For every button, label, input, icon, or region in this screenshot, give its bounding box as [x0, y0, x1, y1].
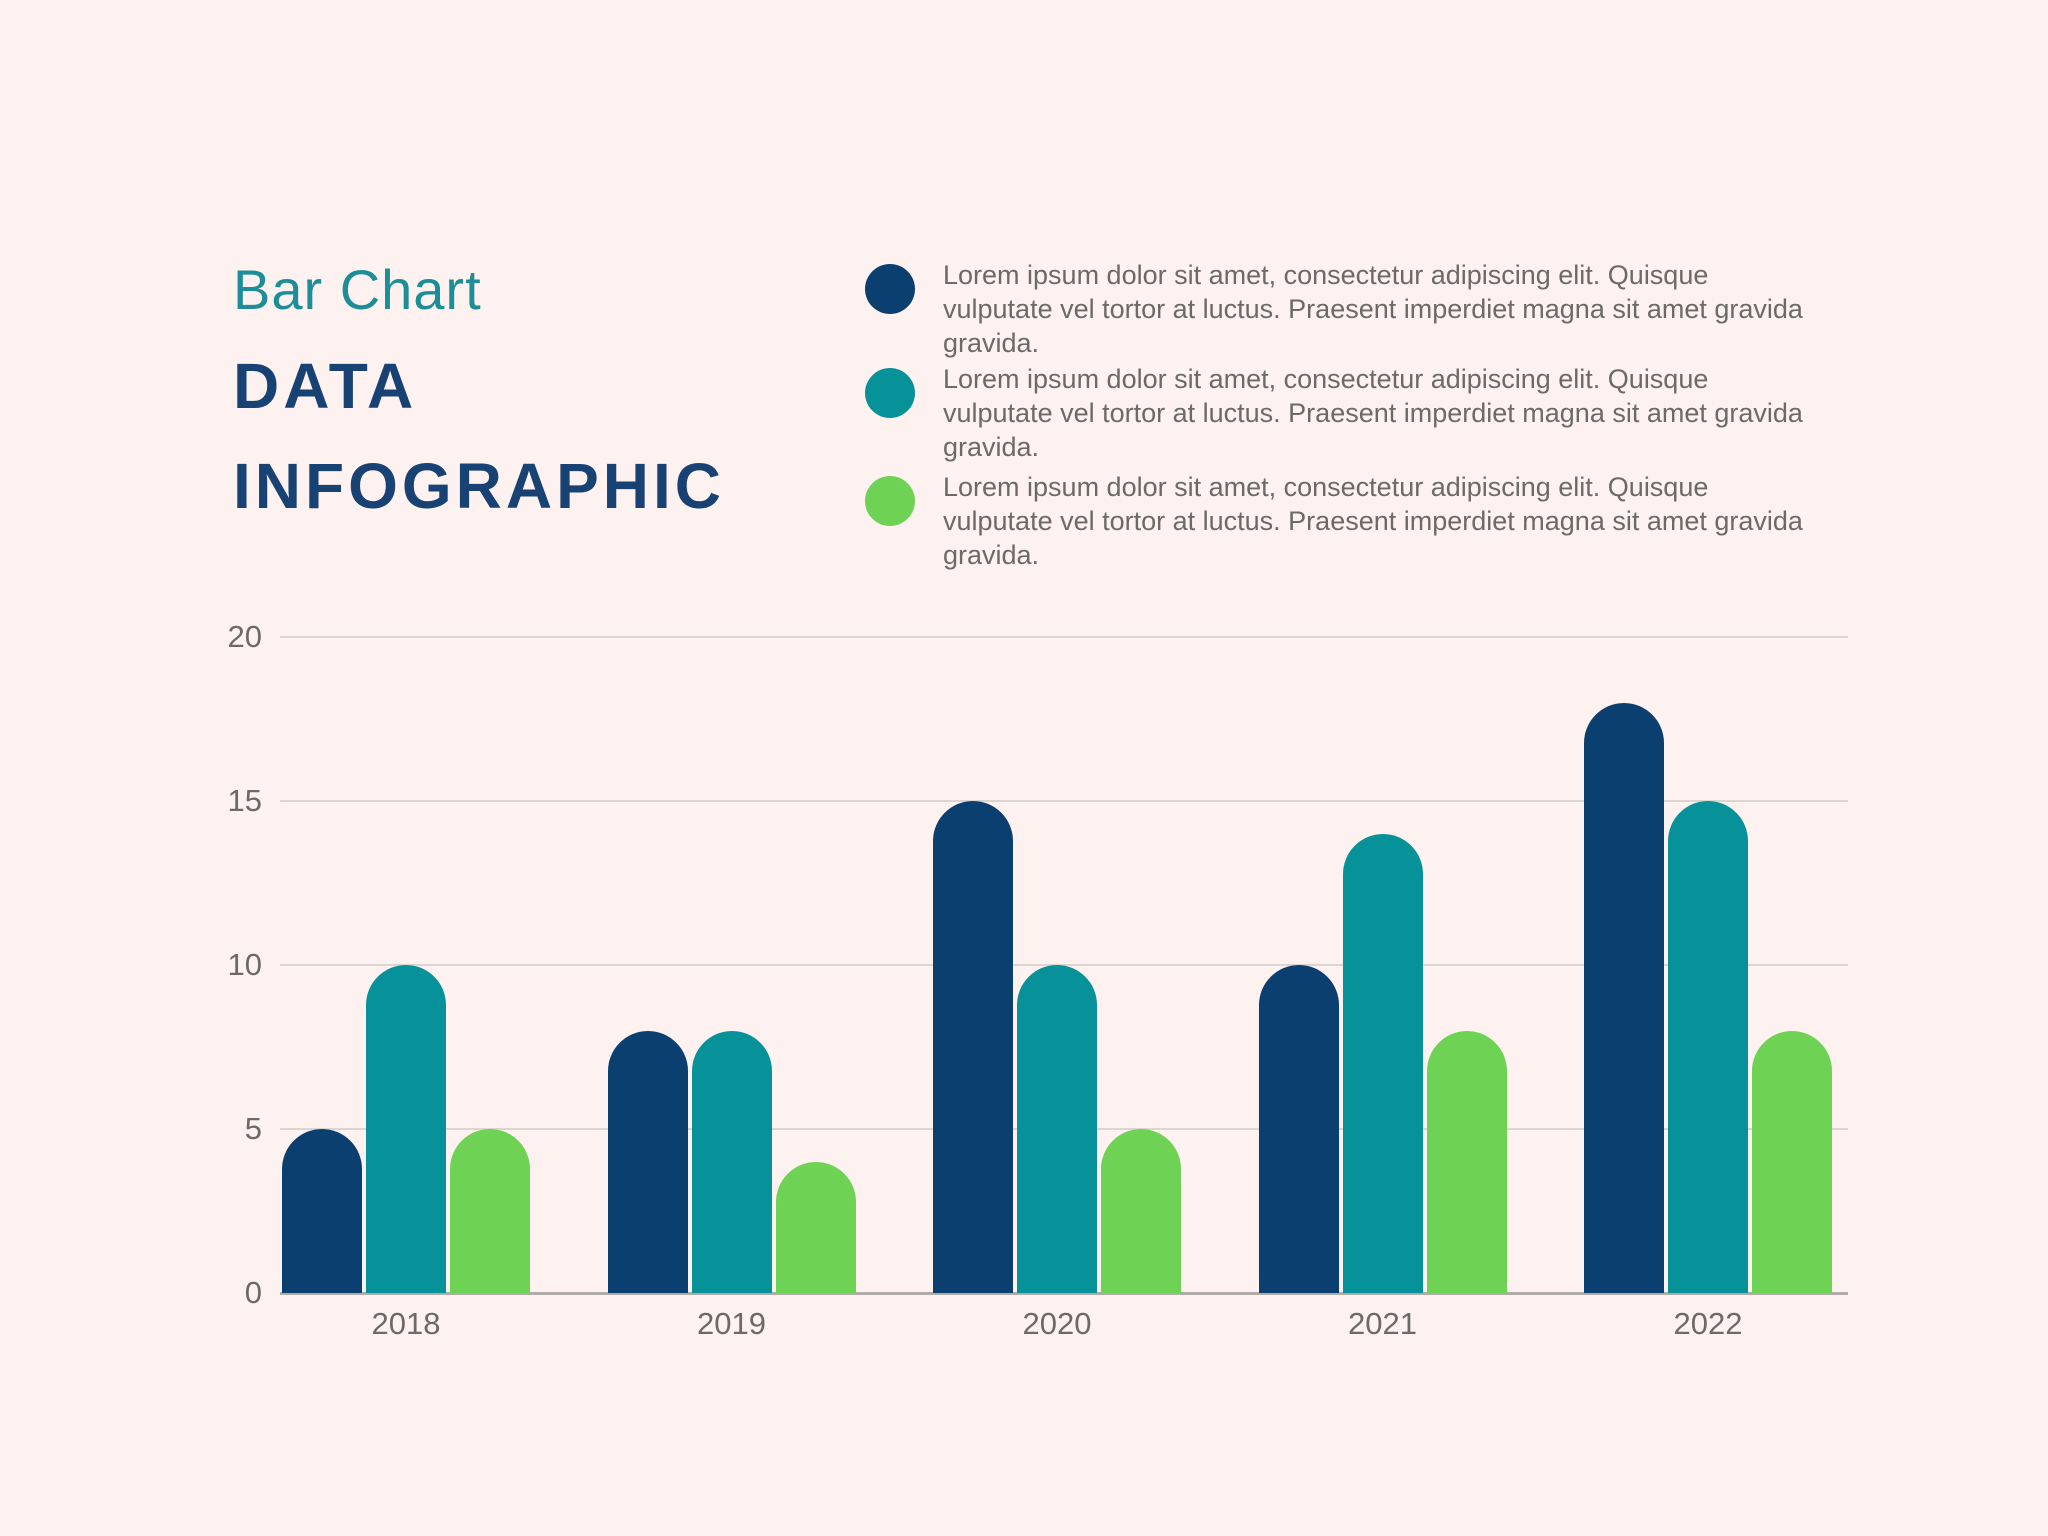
bar-2020-series-teal: [1017, 965, 1097, 1293]
page-title-line-2: INFOGRAPHIC: [233, 450, 725, 522]
circle-swatch-icon: [865, 368, 915, 418]
x-tick-label-2018: 2018: [371, 1306, 441, 1341]
gridline-15: [280, 800, 1848, 802]
bar-2018-series-navy: [282, 1129, 362, 1293]
y-tick-label-0: 0: [244, 1275, 262, 1310]
bar-2019-series-navy: [607, 1030, 688, 1293]
bar-2019-series-teal: [691, 1030, 772, 1293]
bar-2018-series-green: [450, 1129, 530, 1293]
gridline-20: [280, 636, 1848, 638]
circle-swatch-icon: [865, 476, 915, 526]
x-tick-label-2020: 2020: [1022, 1306, 1092, 1341]
x-tick-label-2022: 2022: [1673, 1306, 1743, 1341]
x-axis-line: [280, 1292, 1848, 1295]
legend-text: Lorem ipsum dolor sit amet, consectetur …: [943, 260, 1803, 358]
title-block: Bar Chart DATA INFOGRAPHIC: [233, 258, 725, 522]
y-tick-label-15: 15: [227, 783, 262, 818]
legend-item-navy: Lorem ipsum dolor sit amet, consectetur …: [865, 258, 1823, 360]
bar-2018-series-teal: [366, 965, 446, 1293]
page-title-line-1: DATA: [233, 350, 418, 422]
bar-2022-series-navy: [1584, 702, 1664, 1293]
legend-item-green: Lorem ipsum dolor sit amet, consectetur …: [865, 470, 1823, 572]
y-tick-label-20: 20: [227, 619, 262, 654]
bar-2019-series-green: [775, 1161, 856, 1293]
bar-2020-series-green: [1101, 1129, 1181, 1293]
legend-text: Lorem ipsum dolor sit amet, consectetur …: [943, 472, 1803, 570]
bar-2022-series-teal: [1668, 801, 1748, 1293]
y-tick-label-10: 10: [227, 947, 262, 982]
bar-2021-series-teal: [1342, 833, 1423, 1293]
bar-2021-series-green: [1426, 1030, 1507, 1293]
circle-swatch-icon: [865, 264, 915, 314]
x-tick-label-2021: 2021: [1348, 1306, 1417, 1341]
legend-item-teal: Lorem ipsum dolor sit amet, consectetur …: [865, 362, 1823, 464]
bar-2020-series-navy: [933, 801, 1013, 1293]
x-tick-label-2019: 2019: [697, 1306, 766, 1341]
bar-2021-series-navy: [1258, 965, 1339, 1293]
y-tick-label-5: 5: [244, 1111, 262, 1146]
chart-subtitle: Bar Chart: [233, 258, 482, 321]
bar-2022-series-green: [1752, 1030, 1832, 1293]
legend-text: Lorem ipsum dolor sit amet, consectetur …: [943, 364, 1803, 462]
